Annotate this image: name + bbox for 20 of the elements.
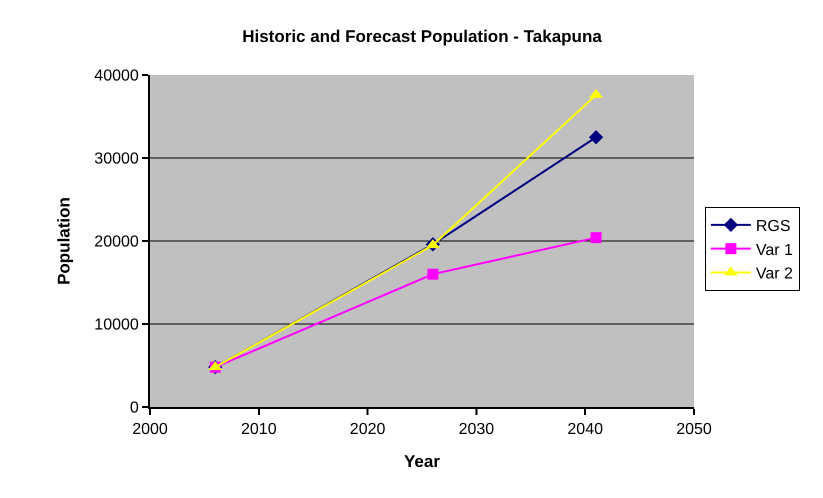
chart-title: Historic and Forecast Population - Takapuna <box>242 26 602 46</box>
x-tick-label: 2040 <box>567 421 604 438</box>
x-tick-label: 2020 <box>350 421 386 438</box>
point <box>588 130 604 144</box>
y-axis-title: Population <box>54 197 74 285</box>
y-tick-label: 20000 <box>94 234 139 251</box>
point <box>590 232 602 244</box>
legend-label: Var 1 <box>756 242 794 259</box>
point <box>427 268 438 280</box>
y-tick-label: 40000 <box>94 68 139 85</box>
legend-label: RGS <box>756 218 791 236</box>
x-tick-label: 2000 <box>132 421 168 438</box>
x-tick-label: 2030 <box>458 421 494 438</box>
x-tick-label: 2050 <box>676 421 712 438</box>
y-tick-label: 30000 <box>94 150 139 168</box>
y-tick-label: 10000 <box>94 316 139 334</box>
x-tick-label: 2010 <box>241 421 277 438</box>
x-axis-title: Year <box>404 452 440 472</box>
y-tick-label: 0 <box>130 400 139 417</box>
legend-label: Var 2 <box>756 266 794 283</box>
